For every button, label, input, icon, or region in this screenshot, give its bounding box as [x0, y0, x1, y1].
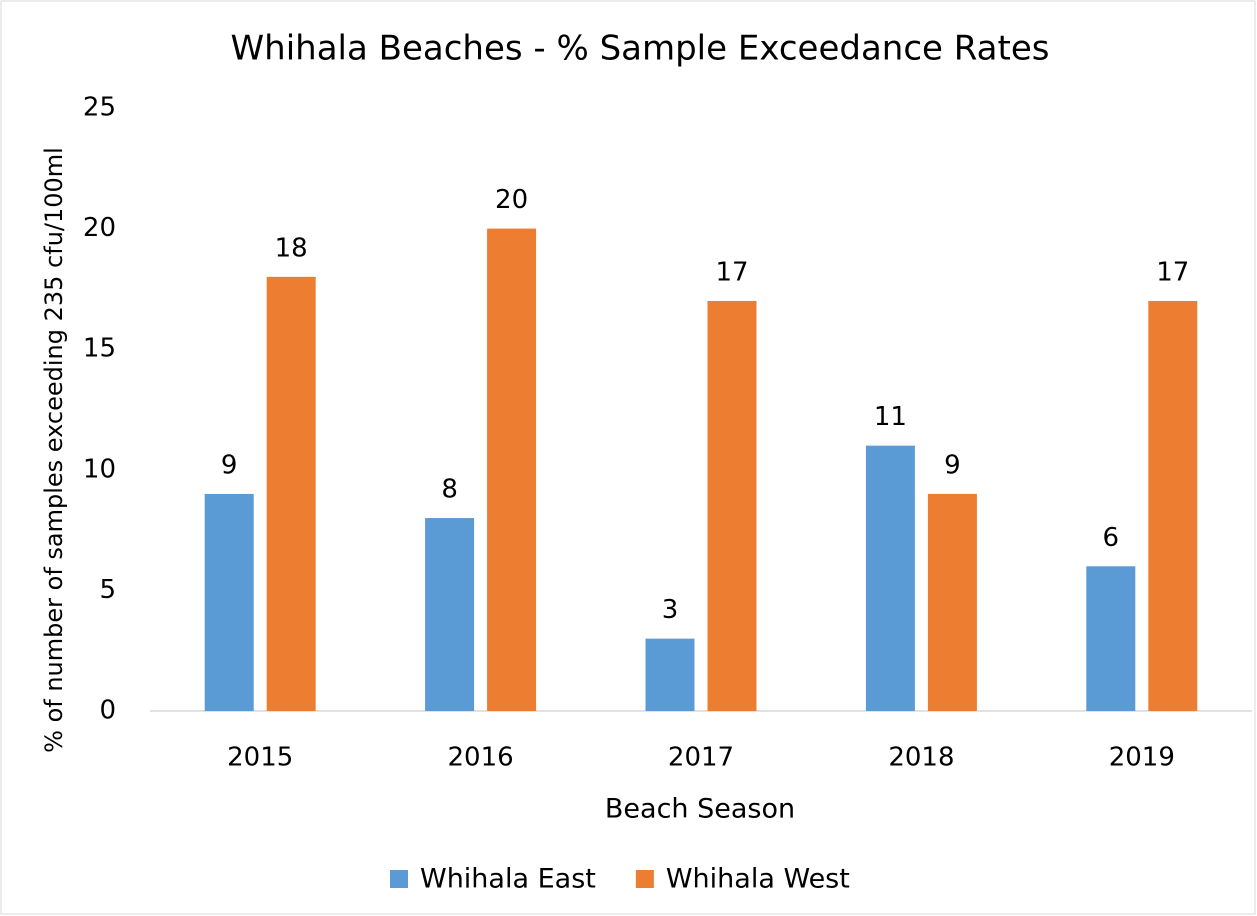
- x-tick-label: 2017: [668, 743, 734, 773]
- bar: [425, 518, 475, 711]
- bar: [707, 300, 757, 711]
- x-tick-label: 2018: [888, 743, 954, 773]
- bar: [1086, 566, 1136, 711]
- x-tick-label: 2019: [1109, 743, 1175, 773]
- legend-label: Whihala West: [666, 864, 850, 895]
- bar: [487, 228, 537, 711]
- data-label: 20: [495, 185, 528, 215]
- x-tick-label: 2015: [227, 743, 293, 773]
- data-label: 3: [662, 595, 679, 625]
- data-label: 6: [1103, 523, 1120, 553]
- y-tick-label: 0: [99, 696, 116, 726]
- data-label: 18: [275, 233, 308, 263]
- x-axis-label: Beach Season: [605, 794, 795, 825]
- y-tick-label: 20: [83, 213, 116, 243]
- chart-title: Whihala Beaches - % Sample Exceedance Ra…: [231, 29, 1050, 69]
- data-label: 17: [715, 257, 748, 287]
- data-label: 9: [221, 450, 238, 480]
- data-label: 9: [944, 450, 961, 480]
- data-label: 8: [441, 475, 458, 505]
- bar: [266, 276, 316, 711]
- bar: [204, 493, 254, 711]
- data-label: 17: [1156, 257, 1189, 287]
- y-tick-label: 15: [83, 334, 116, 364]
- y-tick-label: 25: [83, 93, 116, 123]
- x-tick-label: 2016: [448, 743, 514, 773]
- legend-swatch: [635, 870, 654, 888]
- data-label: 11: [874, 402, 907, 432]
- y-tick-label: 5: [99, 575, 116, 605]
- legend-label: Whihala East: [420, 864, 596, 895]
- bar: [1148, 300, 1198, 711]
- bar: [645, 638, 695, 711]
- y-axis-label: % of number of samples exceeding 235 cfu…: [40, 147, 68, 753]
- bar: [865, 445, 915, 711]
- y-tick-label: 10: [83, 454, 116, 484]
- legend-swatch: [390, 870, 408, 888]
- bar: [927, 493, 977, 711]
